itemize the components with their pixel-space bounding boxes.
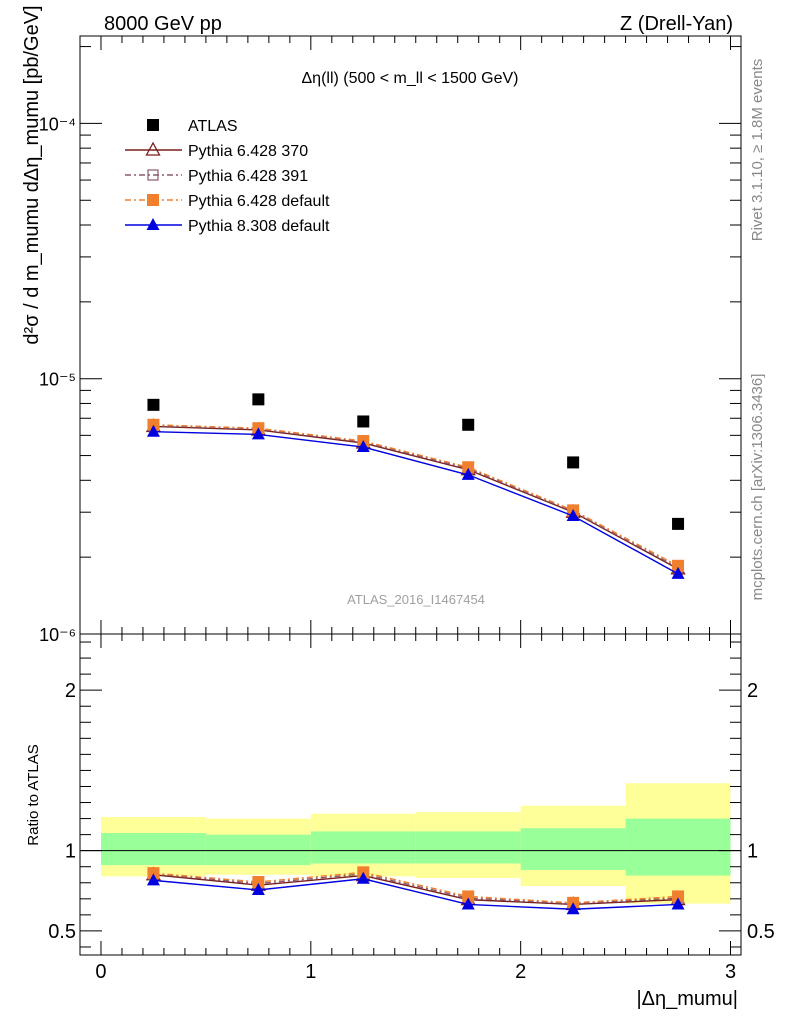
ratio-tick-label-right: 2	[747, 680, 758, 702]
y-axis-label: d²σ / d m_mumu dΔη_mumu [pb/GeV]	[21, 5, 43, 344]
upper-frame-box	[79, 35, 742, 635]
upper-series-layer	[145, 393, 686, 579]
pythia-6-428-default-line	[153, 424, 679, 567]
inner-band-0	[100, 833, 206, 866]
inner-band-1	[205, 834, 311, 866]
pythia-6-428-default-point-3	[462, 461, 475, 474]
legend-label-atlas: ATLAS	[188, 118, 238, 135]
atlas-point-1	[252, 393, 265, 406]
pythia-8-308-default-point-3	[461, 467, 475, 480]
rivet-label: Rivet 3.1.10, ≥ 1.8M events	[749, 59, 766, 242]
plot-title: Δη(ll) (500 < m_ll < 1500 GeV)	[301, 70, 518, 87]
ratio-panel-frame: 0 1 2 3 0.5 0.5 1 1 2 2	[48, 36, 775, 983]
pythia-6-428-default-ratio-point-0	[147, 867, 160, 880]
ratio-frame-box	[79, 633, 742, 956]
pythia-6-428-default-ratio-point-3	[462, 890, 475, 903]
inner-band-3	[415, 831, 521, 864]
x-tick-label: 2	[515, 961, 526, 983]
pythia-8-308-default-ratio-line	[153, 878, 679, 910]
mcplots-label: mcplots.cern.ch [arXiv:1306.3436]	[749, 374, 766, 601]
legend-marker-pythia-8-308-default	[146, 218, 160, 230]
header-right: Z (Drell-Yan)	[620, 13, 733, 35]
atlas-point-3	[462, 418, 475, 431]
pythia-6-428-default-ratio-point-5	[672, 890, 685, 903]
pythia-8-308-default-ratio-point-2	[356, 871, 370, 884]
y-tick-label: 10⁻⁵	[39, 370, 76, 390]
pythia-8-308-default-point-4	[566, 508, 580, 521]
pythia-8-308-default-line	[153, 431, 679, 575]
atlas-point-2	[357, 415, 370, 428]
ratio-tick-label-left: 2	[65, 680, 76, 702]
upper-panel-frame: 10⁻⁶ 10⁻⁵ 10⁻⁴	[39, 35, 742, 955]
legend-label-pythia-6-428-391: Pythia 6.428 391	[188, 168, 308, 185]
pythia-6-428-default-ratio-point-1	[252, 875, 265, 888]
legend-marker-pythia-6-428-default	[147, 194, 159, 206]
pythia-8-308-default-point-5	[671, 566, 685, 579]
pythia-8-308-default-ratio-point-3	[461, 897, 475, 910]
pythia-8-308-default-point-2	[356, 440, 370, 453]
legend-marker-pythia-6-428-370	[145, 141, 161, 156]
ratio-tick-label-left: 0.5	[48, 921, 76, 943]
x-tick-label: 3	[725, 961, 736, 983]
x-axis-label: |Δη_mumu|	[636, 988, 738, 1010]
ratio-series-layer	[145, 866, 686, 915]
atlas-point-5	[672, 517, 685, 530]
legend-marker-pythia-6-428-391	[147, 169, 159, 181]
header-left: 8000 GeV pp	[104, 13, 222, 35]
pythia-6-428-370-line	[153, 425, 679, 570]
atlas-point-0	[147, 398, 160, 411]
pythia-8-308-default-point-0	[146, 424, 160, 437]
y-tick-label: 10⁻⁶	[39, 625, 76, 645]
x-tick-label: 1	[305, 961, 316, 983]
pythia-8-308-default-ratio-point-5	[671, 897, 685, 910]
y-tick-label: 10⁻⁴	[39, 114, 76, 134]
pythia-6-428-370-ratio-line	[153, 874, 679, 906]
legend-label-pythia-6-428-370: Pythia 6.428 370	[188, 143, 308, 160]
pythia-6-428-default-point-5	[672, 559, 685, 572]
ratio-tick-label-left: 1	[65, 841, 76, 863]
ratio-axis-label: Ratio to ATLAS	[25, 744, 42, 845]
inner-band-5	[625, 818, 731, 876]
pythia-6-428-391-ratio-line	[153, 873, 679, 905]
inner-band-4	[520, 828, 626, 870]
inner-band-2	[310, 831, 416, 864]
pythia-8-308-default-ratio-point-0	[146, 873, 160, 886]
legend-marker-atlas	[147, 119, 159, 131]
analysis-label: ATLAS_2016_I1467454	[347, 592, 485, 607]
x-tick-label: 0	[95, 961, 106, 983]
ratio-tick-label-right: 0.5	[747, 921, 775, 943]
pythia-6-428-391-line	[153, 424, 679, 569]
ratio-tick-label-right: 1	[747, 841, 758, 863]
atlas-point-4	[567, 456, 580, 469]
legend: ATLAS Pythia 6.428 370 Pythia 6.428 391 Pyt…	[125, 118, 330, 235]
pythia-8-308-default-point-1	[251, 427, 265, 440]
ratio-uncertainty-bands	[100, 783, 731, 904]
pythia-6-428-default-ratio-line	[153, 871, 679, 904]
pythia-8-308-default-ratio-point-4	[566, 902, 580, 915]
legend-label-pythia-8-308-default: Pythia 8.308 default	[188, 218, 330, 235]
pythia-8-308-default-ratio-point-1	[251, 882, 265, 895]
legend-label-pythia-6-428-default: Pythia 6.428 default	[188, 193, 330, 210]
